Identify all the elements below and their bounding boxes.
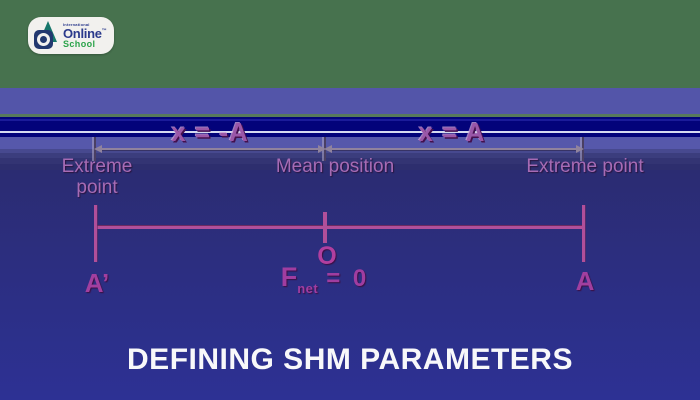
brand-logo-icon <box>34 20 60 51</box>
brand-logo: International Online™ School <box>28 17 114 54</box>
ring-icon <box>37 32 50 46</box>
right-end-label: A <box>575 266 595 296</box>
slide-title: DEFINING SHM PARAMETERS <box>127 343 573 376</box>
axis-tick-center <box>323 212 327 243</box>
right-displacement-label: x = A <box>418 117 486 147</box>
origin-label: O <box>317 242 337 270</box>
left-extreme-point-line1: Extreme <box>61 156 133 177</box>
axis-line <box>95 226 584 229</box>
force-equals-zero: = 0 <box>326 265 370 292</box>
brand-name-online: Online <box>63 25 102 41</box>
trademark-symbol: ™ <box>101 27 107 34</box>
brand-name-sub: School <box>63 38 96 49</box>
brand-name-top: International <box>63 21 90 27</box>
right-extreme-point-label: Extreme point <box>526 156 644 177</box>
left-extreme-point-line2: point <box>76 177 118 198</box>
left-amplitude-arrow <box>94 145 326 153</box>
axis-tick-left <box>94 205 97 262</box>
net-force-label: Fnet = 0 <box>255 262 395 296</box>
left-displacement-label: x = -A <box>171 117 249 147</box>
brand-name-main: Online™ <box>63 25 107 41</box>
axis-tick-right <box>582 205 585 262</box>
brand-logo-text: International Online™ School <box>63 21 107 49</box>
mean-position-label: Mean position <box>275 156 395 177</box>
right-amplitude-arrow <box>324 145 584 153</box>
left-extreme-point-label: Extreme point <box>42 156 152 198</box>
left-end-label: A’ <box>84 268 110 298</box>
force-symbol: F <box>280 262 298 292</box>
force-subscript: net <box>297 281 319 296</box>
